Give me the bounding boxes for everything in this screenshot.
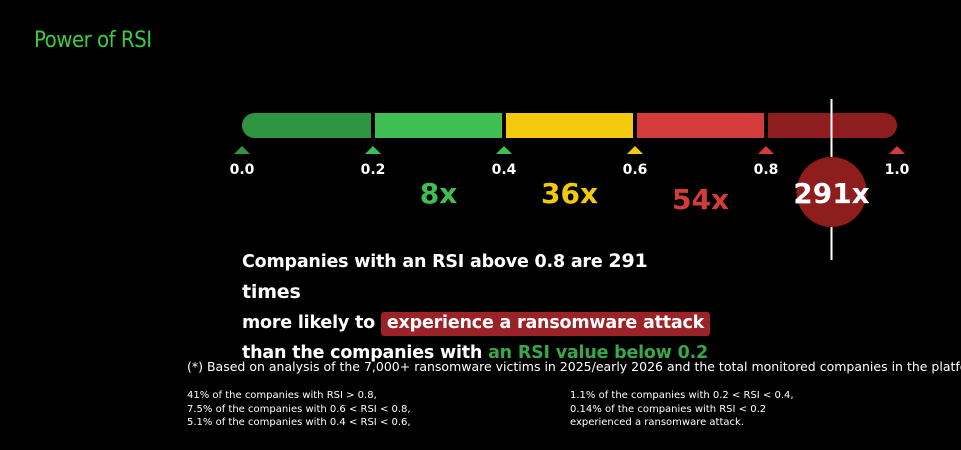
statement-highlight: experience a ransomware attack bbox=[380, 312, 711, 336]
statement-emphasis: 291 times bbox=[242, 250, 648, 303]
statement-green: an RSI value below 0.2 bbox=[488, 343, 709, 363]
stat-line: 5.1% of the companies with 0.4 < RSI < 0… bbox=[187, 417, 411, 428]
scale-segment bbox=[637, 113, 764, 138]
stat-line: 1.1% of the companies with 0.2 < RSI < 0… bbox=[570, 390, 794, 401]
tick-marker-icon bbox=[889, 146, 905, 154]
scale-segment bbox=[375, 113, 502, 138]
statement: Companies with an RSI above 0.8 are 291 … bbox=[242, 246, 712, 368]
tick-marker-icon bbox=[234, 146, 250, 154]
stat-line: 7.5% of the companies with 0.6 < RSI < 0… bbox=[187, 403, 411, 415]
multiplier-label: 36x bbox=[541, 177, 598, 210]
footnote: (*) Based on analysis of the 7,000+ rans… bbox=[187, 359, 961, 374]
stat-line: experienced a ransomware attack. bbox=[570, 417, 744, 428]
scale-segment bbox=[242, 113, 371, 138]
statement-part: more likely to bbox=[242, 313, 381, 333]
statement-part: than the companies with bbox=[242, 343, 489, 363]
stat-line: 0.14% of the companies with RSI < 0.2 bbox=[570, 403, 767, 415]
page-title: Power of RSI bbox=[34, 28, 152, 53]
multiplier-label: 8x bbox=[420, 177, 458, 210]
multiplier-badge bbox=[796, 157, 867, 227]
tick-label: 0.4 bbox=[492, 162, 517, 178]
scale-segment bbox=[506, 113, 633, 138]
tick-label: 1.0 bbox=[885, 162, 910, 178]
tick-label: 0.6 bbox=[623, 162, 648, 178]
multiplier-label: 54x bbox=[672, 183, 729, 216]
tick-marker-icon bbox=[365, 146, 381, 154]
statement-part: Companies with an RSI above 0.8 are bbox=[242, 252, 609, 272]
tick-marker-icon bbox=[496, 146, 512, 154]
stat-line: 41% of the companies with RSI > 0.8, bbox=[187, 390, 377, 401]
tick-label: 0.2 bbox=[361, 162, 386, 178]
tick-marker-icon bbox=[627, 146, 643, 154]
multiplier-label: 291x bbox=[793, 177, 870, 210]
stats-left: 41% of the companies with RSI > 0.8, 7.5… bbox=[187, 389, 411, 430]
tick-label: 0.8 bbox=[754, 162, 779, 178]
rsi-scale: 0.0 0.2 0.4 0.6 0.8 1.0 8x 36x 54x 291x bbox=[230, 99, 910, 260]
tick-marker-icon bbox=[758, 146, 774, 154]
stats-right: 1.1% of the companies with 0.2 < RSI < 0… bbox=[570, 389, 794, 430]
tick-label: 0.0 bbox=[230, 162, 255, 178]
